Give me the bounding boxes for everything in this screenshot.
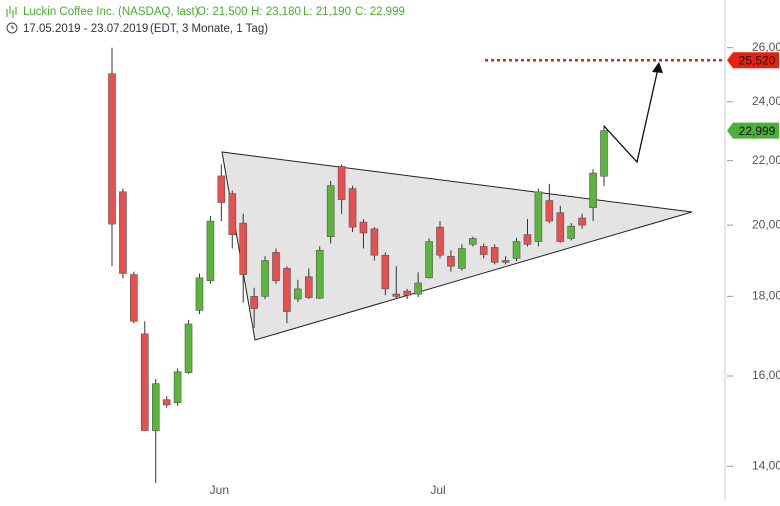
candle-body xyxy=(294,288,302,300)
arrow-head xyxy=(652,62,663,73)
candle-body xyxy=(447,255,455,267)
candle-body xyxy=(195,277,204,311)
candle-body xyxy=(425,241,433,279)
candle-body xyxy=(162,399,171,406)
candle-body xyxy=(108,73,116,225)
candle-body xyxy=(414,282,422,295)
candle-body xyxy=(370,228,379,256)
candle-body xyxy=(206,220,215,282)
candle-body xyxy=(523,234,532,245)
y-tick-label: 24,000 xyxy=(752,94,780,108)
candle-body xyxy=(304,276,313,298)
candle-body xyxy=(184,323,193,373)
candle-body xyxy=(556,212,565,242)
clock-icon xyxy=(6,22,18,34)
candle-body xyxy=(490,247,499,263)
candle-body xyxy=(130,274,138,322)
candle-body xyxy=(272,252,280,282)
candle-body xyxy=(578,217,586,226)
candle-body xyxy=(315,249,324,299)
header-value: H: 23,180 xyxy=(251,6,301,18)
header-value: O: 21,500 xyxy=(197,6,248,18)
y-tick-label: 26,000 xyxy=(752,40,780,54)
x-tick-label: Jun xyxy=(210,483,229,497)
candle-body xyxy=(173,371,182,404)
candle-body xyxy=(119,191,127,274)
y-tick-label: 22,000 xyxy=(752,153,780,167)
candle-body xyxy=(239,222,247,275)
candle-body xyxy=(392,293,401,297)
candle-body xyxy=(359,221,368,234)
candle-body xyxy=(545,200,554,222)
candle-body xyxy=(589,172,597,209)
candle-body xyxy=(600,130,608,177)
candle-body xyxy=(436,226,444,256)
x-tick-label: Jul xyxy=(430,483,445,497)
candle-body xyxy=(512,241,521,259)
price-marker-box xyxy=(727,52,779,69)
candle-body xyxy=(326,185,335,238)
header-icon xyxy=(6,6,17,18)
candle-body xyxy=(151,383,160,431)
candle-body xyxy=(501,260,510,263)
price-marker-label: 25,520 xyxy=(739,53,776,67)
price-marker-label: 22,999 xyxy=(739,124,776,138)
chart-subtitle-note: (EDT, 3 Monate, 1 Tag) xyxy=(150,23,268,35)
candle-body xyxy=(534,191,543,242)
triangle-pattern xyxy=(221,151,693,341)
candle-body xyxy=(479,246,488,255)
candle-body xyxy=(381,254,390,290)
chart-subtitle: 17.05.2019 - 23.07.2019 xyxy=(23,23,148,35)
y-tick-label: 14,000 xyxy=(752,458,780,472)
y-tick-label: 18,000 xyxy=(752,289,780,303)
candle-body xyxy=(250,296,258,309)
forecast-arrow xyxy=(603,63,660,164)
candle-body xyxy=(283,268,291,312)
candle-body xyxy=(468,238,477,245)
candle-body xyxy=(458,248,466,269)
header-value: L: 21,190 xyxy=(303,6,351,18)
header-value: C: 22,999 xyxy=(355,6,405,18)
y-tick-label: 20,000 xyxy=(752,217,780,231)
candle-body xyxy=(403,290,412,296)
price-marker-box xyxy=(727,122,779,139)
y-tick-label: 16,000 xyxy=(752,368,780,382)
candle-body xyxy=(261,260,269,297)
candle-body xyxy=(567,225,576,239)
candle-body xyxy=(217,175,226,203)
candle-body xyxy=(141,333,149,431)
candle-body xyxy=(348,188,357,228)
candle-body xyxy=(337,165,346,200)
chart-title: Luckin Coffee Inc. (NASDAQ, last) xyxy=(23,6,199,18)
candle-body xyxy=(228,193,237,235)
